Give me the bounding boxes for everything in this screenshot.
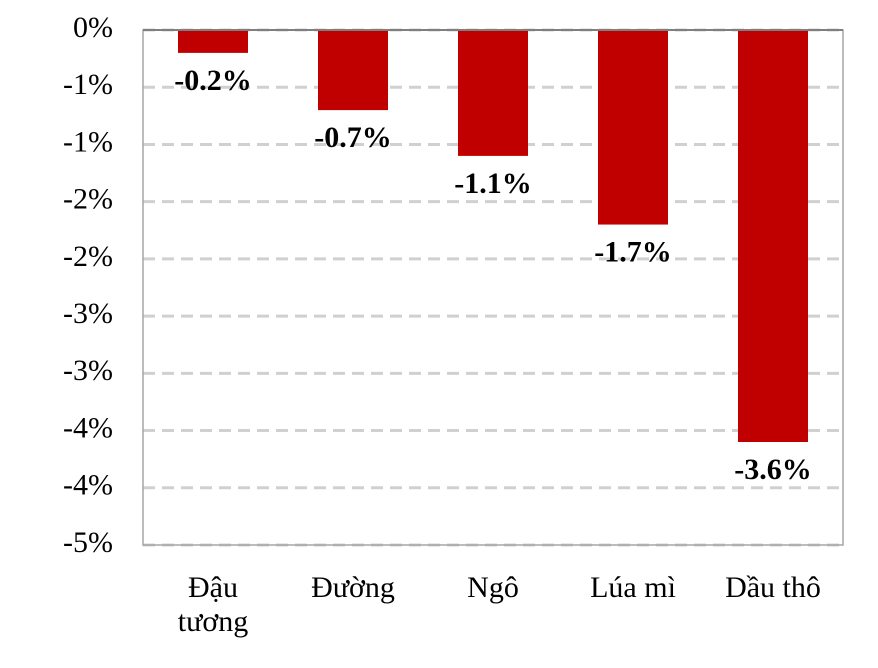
bar — [458, 30, 528, 156]
y-tick-label: -1% — [63, 68, 113, 101]
y-tick-label: -2% — [63, 183, 113, 216]
bar — [738, 30, 808, 442]
y-tick-label: -2% — [63, 240, 113, 273]
y-tick-label: -5% — [63, 526, 113, 559]
bar — [318, 30, 388, 111]
y-tick-label: -4% — [63, 469, 113, 502]
bar — [178, 30, 248, 53]
data-label: -1.7% — [594, 235, 672, 268]
y-tick-label: 0% — [73, 11, 113, 44]
x-tick-label: Đường — [311, 571, 395, 604]
y-tick-label: -1% — [63, 125, 113, 158]
x-tick-label: Ngô — [467, 571, 519, 604]
y-tick-label: -4% — [63, 411, 113, 444]
bar — [598, 30, 668, 225]
data-label: -0.7% — [314, 121, 392, 154]
y-tick-label: -3% — [63, 297, 113, 330]
x-tick-label: Lúa mì — [590, 571, 676, 604]
data-label: -3.6% — [734, 453, 812, 486]
data-label: -0.2% — [174, 64, 252, 97]
x-tick-label: Dầu thô — [725, 571, 821, 604]
data-label: -1.1% — [454, 167, 532, 200]
y-tick-label: -3% — [63, 354, 113, 387]
x-tick-label: Đậu tương — [177, 571, 249, 638]
